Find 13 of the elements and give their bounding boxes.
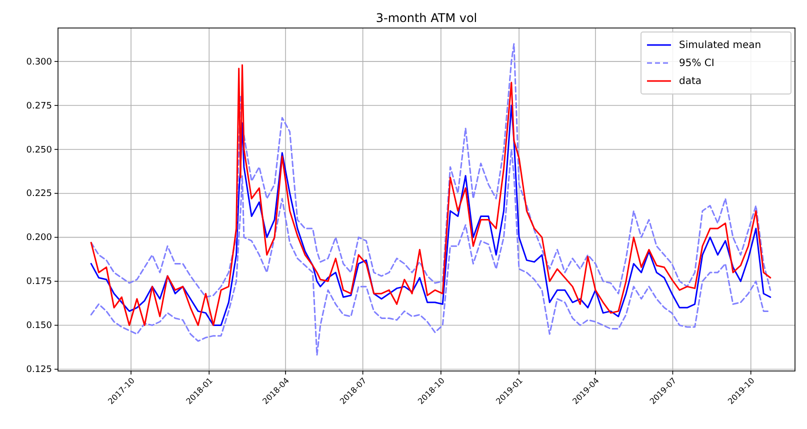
y-tick-label: 0.250 <box>26 145 52 156</box>
legend-label: 95% CI <box>679 58 714 70</box>
chart-title: 3-month ATM vol <box>376 11 478 25</box>
y-tick-label: 0.300 <box>26 57 52 68</box>
y-tick-label: 0.175 <box>26 277 52 288</box>
legend-label: data <box>679 76 702 88</box>
y-tick-label: 0.200 <box>26 233 52 244</box>
y-tick-label: 0.125 <box>26 365 52 376</box>
y-tick-label: 0.225 <box>26 189 52 200</box>
legend-label: Simulated mean <box>679 40 762 52</box>
y-tick-label: 0.275 <box>26 101 52 112</box>
line-series <box>90 104 772 326</box>
y-tick-label: 0.150 <box>26 321 52 332</box>
